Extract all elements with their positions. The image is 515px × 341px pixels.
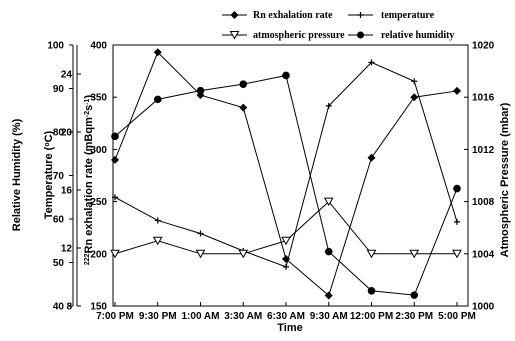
temperature-tick-label-0: 8 — [66, 302, 72, 313]
temperature-tick-label-4: 24 — [61, 70, 73, 81]
x-tick-label-8: 5:00 PM — [438, 311, 476, 322]
humidity-axis-title: Relative Humidity (%) — [11, 118, 23, 231]
relative-humidity-point-3 — [239, 80, 248, 88]
temperature-axis-title: Temperature (oC) — [43, 130, 55, 219]
atmospheric-pressure-point-5 — [323, 197, 334, 207]
temperature-point-0 — [112, 194, 118, 201]
plot-frame — [112, 44, 469, 307]
relative-humidity-point-0 — [111, 132, 119, 141]
radon-tick-label-2: 250 — [90, 197, 107, 208]
pressure-tick-label-3: 1012 — [472, 145, 495, 156]
relative-humidity-point-6 — [367, 286, 376, 295]
radon-tick-label-0: 150 — [90, 302, 107, 313]
temperature-point-6 — [368, 59, 375, 66]
humidity-tick-label-5: 90 — [53, 84, 65, 95]
pressure-tick-label-1: 1004 — [472, 249, 495, 260]
x-tick-label-1: 9:30 PM — [139, 311, 177, 322]
legend-label-pressure: atmospheric pressure — [253, 30, 345, 41]
humidity-tick-label-0: 40 — [53, 302, 65, 313]
x-tick-label-3: 3:30 AM — [224, 311, 262, 322]
series-layer — [110, 48, 462, 300]
rn-exhalation-rate-point-0 — [111, 155, 119, 164]
series-line-temperature — [114, 61, 458, 268]
temperature-point-8 — [454, 218, 460, 225]
x-tick-label-6: 12:00 PM — [350, 311, 393, 322]
radon-tick-label-4: 350 — [90, 93, 107, 104]
x-tick-label-7: 2:30 PM — [395, 311, 433, 322]
atmospheric-pressure-point-8 — [452, 249, 462, 259]
radon-tick-label-5: 400 — [90, 41, 107, 52]
temperature-point-1 — [154, 217, 161, 224]
temperature-point-4 — [283, 263, 289, 270]
rn-exhalation-rate-point-7 — [410, 93, 419, 102]
legend-label-rn: Rn exhalation rate — [253, 10, 333, 21]
atmospheric-pressure-point-3 — [238, 249, 249, 259]
series-rn-exhalation-rate — [111, 48, 461, 300]
humidity-tick-label-6: 100 — [47, 41, 64, 52]
temperature-tick-label-1: 12 — [61, 244, 73, 255]
atmospheric-pressure-point-7 — [409, 249, 420, 259]
radon-axis-title: 222Rn exhalation rate (mBqm-2s-1) — [83, 95, 95, 266]
relative-humidity-point-1 — [153, 95, 162, 104]
x-tick-label-2: 1:00 AM — [182, 311, 220, 322]
x-tick-label-4: 6:30 AM — [267, 311, 305, 322]
legend-marker-rn — [230, 11, 239, 19]
series-atmospheric-pressure — [110, 197, 462, 259]
x-tick-label-0: 7:00 PM — [96, 311, 134, 322]
x-tick-label-5: 9:30 AM — [310, 311, 348, 322]
relative-humidity-point-4 — [282, 71, 290, 80]
legend-label-humidity: relative humidity — [381, 30, 454, 41]
atmospheric-pressure-point-4 — [281, 236, 291, 246]
pressure-tick-label-2: 1008 — [472, 197, 495, 208]
humidity-tick-label-2: 60 — [53, 215, 65, 226]
ticks-layer: 4050607080901008121620241502002503003504… — [47, 41, 494, 323]
pressure-axis-title: Atmospheric Pressure (mbar) — [499, 102, 511, 257]
temperature-tick-label-2: 16 — [61, 186, 73, 197]
legend-label-temperature: temperature — [381, 10, 435, 21]
relative-humidity-point-8 — [453, 184, 461, 193]
atmospheric-pressure-point-1 — [152, 236, 163, 246]
humidity-tick-label-3: 70 — [53, 171, 65, 182]
temperature-point-5 — [325, 102, 332, 109]
relative-humidity-point-7 — [410, 291, 419, 299]
relative-humidity-point-2 — [196, 86, 205, 95]
temperature-tick-label-3: 20 — [61, 128, 73, 139]
atmospheric-pressure-point-6 — [366, 249, 377, 259]
temperature-point-2 — [197, 230, 204, 237]
legend: Rn exhalation rate temperature atmospher… — [222, 10, 454, 41]
temperature-point-7 — [411, 78, 418, 85]
pressure-tick-label-5: 1020 — [472, 41, 495, 52]
radon-tick-label-3: 300 — [90, 145, 107, 156]
legend-marker-humidity — [357, 31, 364, 39]
pressure-tick-label-4: 1016 — [472, 93, 495, 104]
series-relative-humidity — [111, 71, 461, 299]
rn-exhalation-rate-point-1 — [153, 48, 162, 57]
humidity-tick-label-1: 50 — [53, 258, 65, 269]
rn-exhalation-rate-point-8 — [453, 86, 461, 95]
legend-marker-pressure — [229, 31, 240, 40]
pressure-tick-label-0: 1000 — [472, 302, 495, 313]
rn-exhalation-rate-point-5 — [324, 291, 333, 300]
x-axis-title: Time — [277, 322, 302, 334]
legend-marker-temperature — [357, 12, 364, 18]
rn-exhalation-rate-point-6 — [367, 153, 376, 162]
series-line-atmospheric-pressure — [114, 200, 457, 255]
humidity-tick-label-4: 80 — [53, 128, 65, 139]
radon-tick-label-1: 200 — [90, 249, 107, 260]
atmospheric-pressure-point-0 — [110, 249, 120, 259]
atmospheric-pressure-point-2 — [195, 249, 206, 259]
relative-humidity-point-5 — [324, 247, 333, 256]
rn-exhalation-rate-point-3 — [239, 103, 248, 112]
